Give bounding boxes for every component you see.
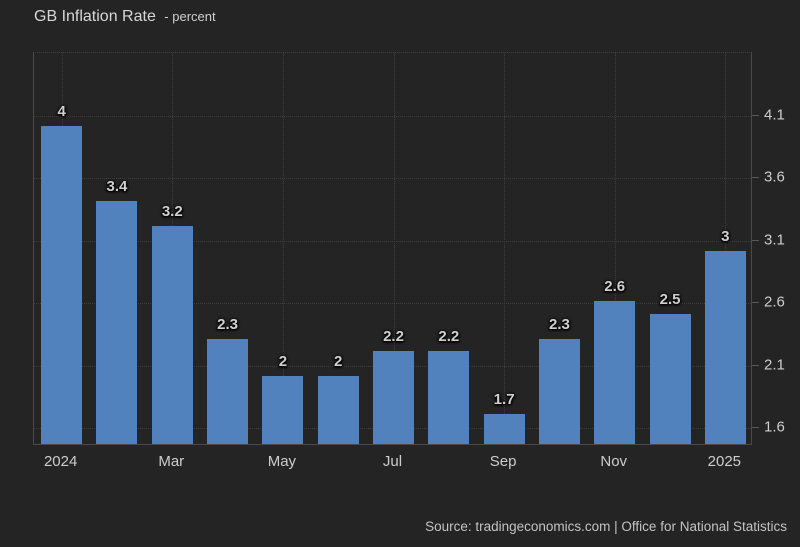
bar-value-label: 2.2: [383, 328, 404, 345]
source-attribution: Source: tradingeconomics.com | Office fo…: [425, 519, 787, 534]
chart-header: GB Inflation Rate - percent: [34, 8, 216, 26]
horizontal-gridline: [34, 178, 751, 179]
horizontal-gridline: [34, 116, 751, 117]
chart-window: GB Inflation Rate - percent 4 3.4 3.2 2.3 2 2…: [0, 0, 800, 547]
bar-value-label: 3: [721, 228, 729, 245]
chart-title: GB Inflation Rate: [34, 8, 156, 25]
bar-value-label: 3.4: [107, 178, 128, 195]
y-axis-label: 2.6: [764, 294, 785, 311]
x-axis-label: Sep: [490, 453, 517, 470]
y-axis-tick: [752, 427, 759, 428]
y-axis-label: 3.1: [764, 231, 785, 248]
bar-value-label: 2.6: [604, 278, 625, 295]
y-axis-label: 3.6: [764, 169, 785, 186]
bar-3[interactable]: [207, 339, 248, 444]
bar-0[interactable]: [41, 126, 82, 444]
y-axis-label: 4.1: [764, 106, 785, 123]
y-axis-label: 1.6: [764, 419, 785, 436]
bar-4[interactable]: [262, 376, 303, 444]
x-axis-label: 2024: [44, 453, 77, 470]
vertical-gridline: [504, 53, 505, 444]
bar-11[interactable]: [650, 314, 691, 444]
bar-9[interactable]: [539, 339, 580, 444]
x-axis-label: 2025: [708, 453, 741, 470]
bar-value-label: 2.2: [438, 328, 459, 345]
x-axis-label: Jul: [383, 453, 402, 470]
bar-value-label: 1.7: [494, 391, 515, 408]
y-axis-label: 2.1: [764, 356, 785, 373]
bar-value-label: 3.2: [162, 203, 183, 220]
bar-10[interactable]: [594, 301, 635, 444]
plot-canvas: 4 3.4 3.2 2.3 2 2 2.2 2.2 1.7 2.3 2.6 2.5 3: [34, 53, 751, 444]
x-axis-label: Nov: [600, 453, 627, 470]
bar-value-label: 2.3: [549, 316, 570, 333]
y-axis-tick: [752, 240, 759, 241]
bar-value-label: 4: [57, 103, 65, 120]
bar-6[interactable]: [373, 351, 414, 444]
bar-1[interactable]: [96, 201, 137, 444]
y-axis-tick: [752, 177, 759, 178]
horizontal-gridline: [34, 241, 751, 242]
chart-subtitle: - percent: [164, 9, 215, 24]
plot-area[interactable]: 4 3.4 3.2 2.3 2 2 2.2 2.2 1.7 2.3 2.6 2.5 3: [33, 52, 752, 445]
y-axis-tick: [752, 115, 759, 116]
x-axis-label: May: [268, 453, 296, 470]
bar-2[interactable]: [152, 226, 193, 444]
bar-12[interactable]: [705, 251, 746, 444]
x-axis-label: Mar: [158, 453, 184, 470]
horizontal-gridline: [34, 303, 751, 304]
bar-8[interactable]: [484, 414, 525, 444]
bar-value-label: 2: [279, 353, 287, 370]
bar-value-label: 2.3: [217, 316, 238, 333]
bar-5[interactable]: [318, 376, 359, 444]
bar-7[interactable]: [428, 351, 469, 444]
bar-value-label: 2: [334, 353, 342, 370]
y-axis-tick: [752, 365, 759, 366]
bar-value-label: 2.5: [660, 291, 681, 308]
y-axis-tick: [752, 302, 759, 303]
